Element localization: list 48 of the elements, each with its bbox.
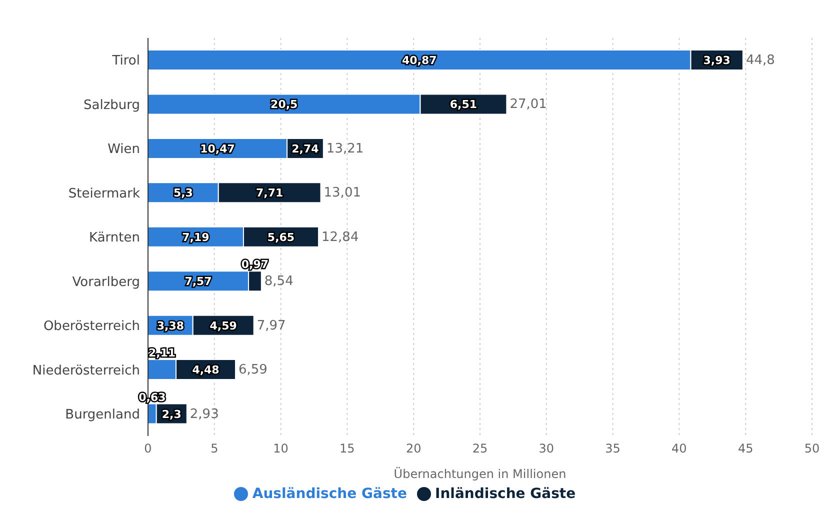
legend-label: Inländische Gäste: [434, 486, 576, 502]
x-tick-label: 35: [605, 442, 620, 456]
data-label: 3,38: [156, 319, 184, 332]
y-tick-label: Steiermark: [68, 186, 140, 202]
x-tick-label: 45: [738, 442, 754, 456]
total-label: 12,84: [322, 230, 359, 245]
legend-label: Ausländische Gäste: [252, 486, 407, 502]
data-label: 7,19: [182, 230, 210, 244]
total-label: 7,97: [256, 318, 286, 334]
data-label: 5,3: [173, 186, 193, 200]
x-tick-label: 30: [538, 442, 554, 456]
x-tick-label: 0: [144, 442, 152, 456]
data-label: 6,51: [450, 98, 478, 112]
x-tick-label: 20: [406, 442, 422, 456]
data-label: 4,59: [210, 319, 237, 332]
x-tick-label: 10: [273, 442, 288, 456]
data-label: 5,65: [267, 230, 295, 244]
data-label: 4,48: [192, 364, 220, 377]
total-label: 6,59: [238, 362, 268, 378]
data-label: 40,87: [402, 54, 437, 67]
total-label: 44,8: [746, 53, 775, 68]
x-tick-label: 5: [210, 442, 218, 456]
total-label: 13,01: [324, 186, 361, 201]
total-label: 13,21: [326, 141, 364, 156]
total-label: 2,93: [190, 406, 219, 422]
y-tick-label: Kärnten: [89, 230, 140, 246]
data-label: 2,74: [292, 142, 320, 156]
x-axis-title: Übernachtungen in Millionen: [394, 467, 566, 481]
x-tick-label: 50: [804, 442, 820, 456]
x-tick-label: 15: [340, 442, 355, 456]
data-label: 3,93: [703, 54, 730, 67]
data-label: 20,5: [270, 98, 298, 112]
data-label: 7,57: [184, 275, 212, 288]
x-tick-label: 40: [672, 442, 687, 456]
total-label: 27,01: [510, 97, 547, 112]
y-tick-label: Wien: [108, 142, 140, 158]
y-tick-label: Oberösterreich: [43, 319, 140, 334]
total-label: 8,54: [264, 274, 294, 290]
data-label: 7,71: [256, 186, 284, 200]
y-tick-label: Vorarlberg: [72, 274, 140, 290]
data-label: 0,97: [241, 258, 269, 272]
data-label: 2,3: [162, 408, 182, 421]
y-tick-label: Tirol: [111, 54, 140, 69]
y-tick-label: Salzburg: [83, 98, 140, 113]
y-tick-label: Burgenland: [65, 408, 140, 423]
x-tick-label: 25: [472, 442, 488, 456]
data-label: 10,47: [200, 142, 235, 156]
y-tick-label: Niederösterreich: [32, 363, 140, 378]
